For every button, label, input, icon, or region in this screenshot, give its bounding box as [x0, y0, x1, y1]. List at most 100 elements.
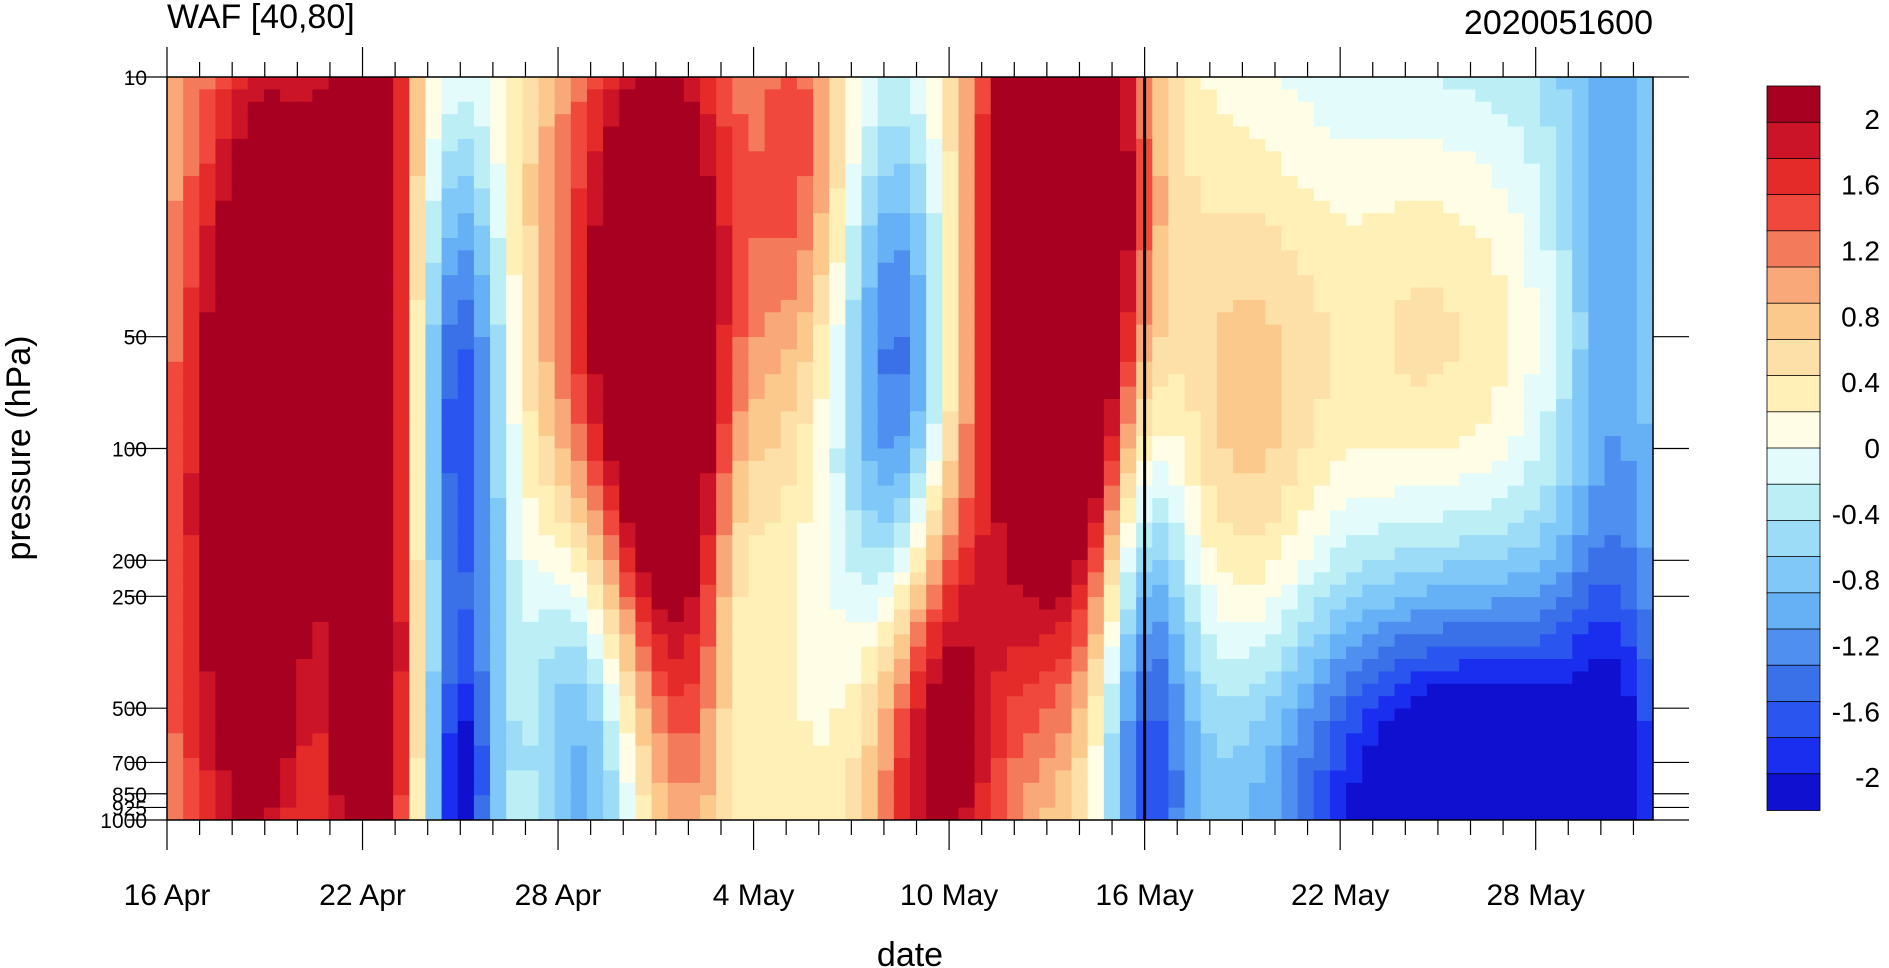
heatmap-cell	[1636, 448, 1653, 462]
heatmap-cell	[603, 720, 620, 734]
heatmap-cell	[1039, 349, 1056, 363]
heatmap-cell	[603, 485, 620, 499]
heatmap-cell	[1200, 708, 1218, 722]
heatmap-cell	[635, 77, 653, 90]
heatmap-cell	[732, 498, 750, 512]
heatmap-cell	[231, 696, 249, 710]
heatmap-cell	[619, 411, 637, 425]
heatmap-cell	[183, 374, 200, 388]
heatmap-cell	[1346, 411, 1363, 425]
heatmap-cell	[974, 485, 992, 499]
heatmap-cell	[813, 621, 830, 635]
heatmap-cell	[1507, 101, 1525, 115]
heatmap-cell	[1249, 460, 1266, 474]
heatmap-cell	[1443, 708, 1460, 722]
heatmap-cell	[376, 77, 394, 90]
heatmap-cell	[1443, 535, 1460, 549]
heatmap-cell	[1362, 225, 1380, 239]
heatmap-cell	[344, 250, 362, 264]
heatmap-cell	[910, 398, 927, 412]
heatmap-cell	[877, 584, 895, 598]
heatmap-cell	[716, 720, 733, 734]
heatmap-cell	[441, 312, 459, 326]
heatmap-cell	[1281, 572, 1299, 586]
heatmap-cell	[1119, 324, 1137, 338]
heatmap-cell	[183, 423, 200, 437]
heatmap-cell	[1394, 696, 1412, 710]
heatmap-cell	[328, 597, 346, 611]
heatmap-cell	[247, 671, 265, 685]
heatmap-cell	[1184, 597, 1202, 611]
heatmap-cell	[1620, 262, 1638, 276]
heatmap-cell	[1184, 423, 1202, 437]
heatmap-cell	[376, 262, 394, 276]
heatmap-cell	[1539, 423, 1557, 437]
heatmap-cell	[1556, 559, 1573, 573]
heatmap-cell	[813, 324, 830, 338]
heatmap-cell	[942, 448, 960, 462]
heatmap-cell	[1216, 535, 1234, 549]
heatmap-cell	[1426, 547, 1444, 561]
heatmap-cell	[280, 547, 297, 561]
heatmap-cell	[1475, 386, 1493, 400]
heatmap-cell	[1055, 696, 1073, 710]
heatmap-cell	[247, 200, 265, 214]
heatmap-cell	[1636, 597, 1653, 611]
heatmap-cell	[1572, 634, 1589, 648]
heatmap-cell	[441, 460, 459, 474]
heatmap-cell	[409, 386, 427, 400]
heatmap-cell	[813, 510, 830, 524]
heatmap-cell	[490, 683, 507, 697]
heatmap-cell	[1636, 361, 1653, 375]
heatmap-cell	[877, 733, 895, 747]
heatmap-cell	[1443, 460, 1460, 474]
heatmap-cell	[796, 460, 814, 474]
heatmap-cell	[263, 659, 281, 672]
heatmap-cell	[764, 559, 782, 573]
heatmap-cell	[538, 485, 556, 499]
heatmap-cell	[183, 126, 200, 140]
heatmap-cell	[796, 733, 814, 747]
heatmap-cell	[506, 411, 523, 425]
heatmap-cell	[1523, 547, 1541, 561]
heatmap-cell	[796, 77, 814, 90]
heatmap-cell	[877, 114, 895, 128]
heatmap-cell	[877, 621, 895, 635]
heatmap-cell	[167, 609, 184, 623]
heatmap-cell	[376, 659, 394, 672]
heatmap-cell	[1572, 485, 1589, 499]
heatmap-cell	[296, 275, 313, 289]
heatmap-cell	[683, 597, 701, 611]
heatmap-cell	[328, 77, 346, 90]
heatmap-cell	[1313, 423, 1331, 437]
heatmap-cell	[1491, 696, 1509, 710]
heatmap-cell	[1055, 138, 1073, 152]
heatmap-cell	[1426, 597, 1444, 611]
heatmap-cell	[1216, 572, 1234, 586]
heatmap-cell	[1071, 299, 1089, 313]
heatmap-cell	[231, 634, 249, 648]
heatmap-cell	[312, 374, 330, 388]
heatmap-cell	[942, 275, 960, 289]
heatmap-cell	[1362, 696, 1380, 710]
heatmap-cell	[1168, 89, 1186, 103]
heatmap-cell	[247, 708, 265, 722]
heatmap-cell	[958, 597, 976, 611]
heatmap-cell	[280, 411, 297, 425]
heatmap-cell	[1329, 163, 1347, 177]
heatmap-cell	[344, 708, 362, 722]
heatmap-cell	[1087, 312, 1105, 326]
heatmap-cell	[263, 138, 281, 152]
heatmap-cell	[1491, 287, 1509, 301]
heatmap-cell	[1119, 411, 1137, 425]
heatmap-cell	[1281, 498, 1299, 512]
heatmap-cell	[1055, 337, 1073, 351]
heatmap-cell	[1152, 448, 1170, 462]
heatmap-cell	[845, 126, 863, 140]
heatmap-cell	[1184, 138, 1202, 152]
heatmap-cell	[942, 250, 960, 264]
heatmap-cell	[1168, 213, 1186, 227]
heatmap-cell	[231, 659, 249, 672]
heatmap-cell	[441, 337, 459, 351]
heatmap-cell	[651, 708, 669, 722]
